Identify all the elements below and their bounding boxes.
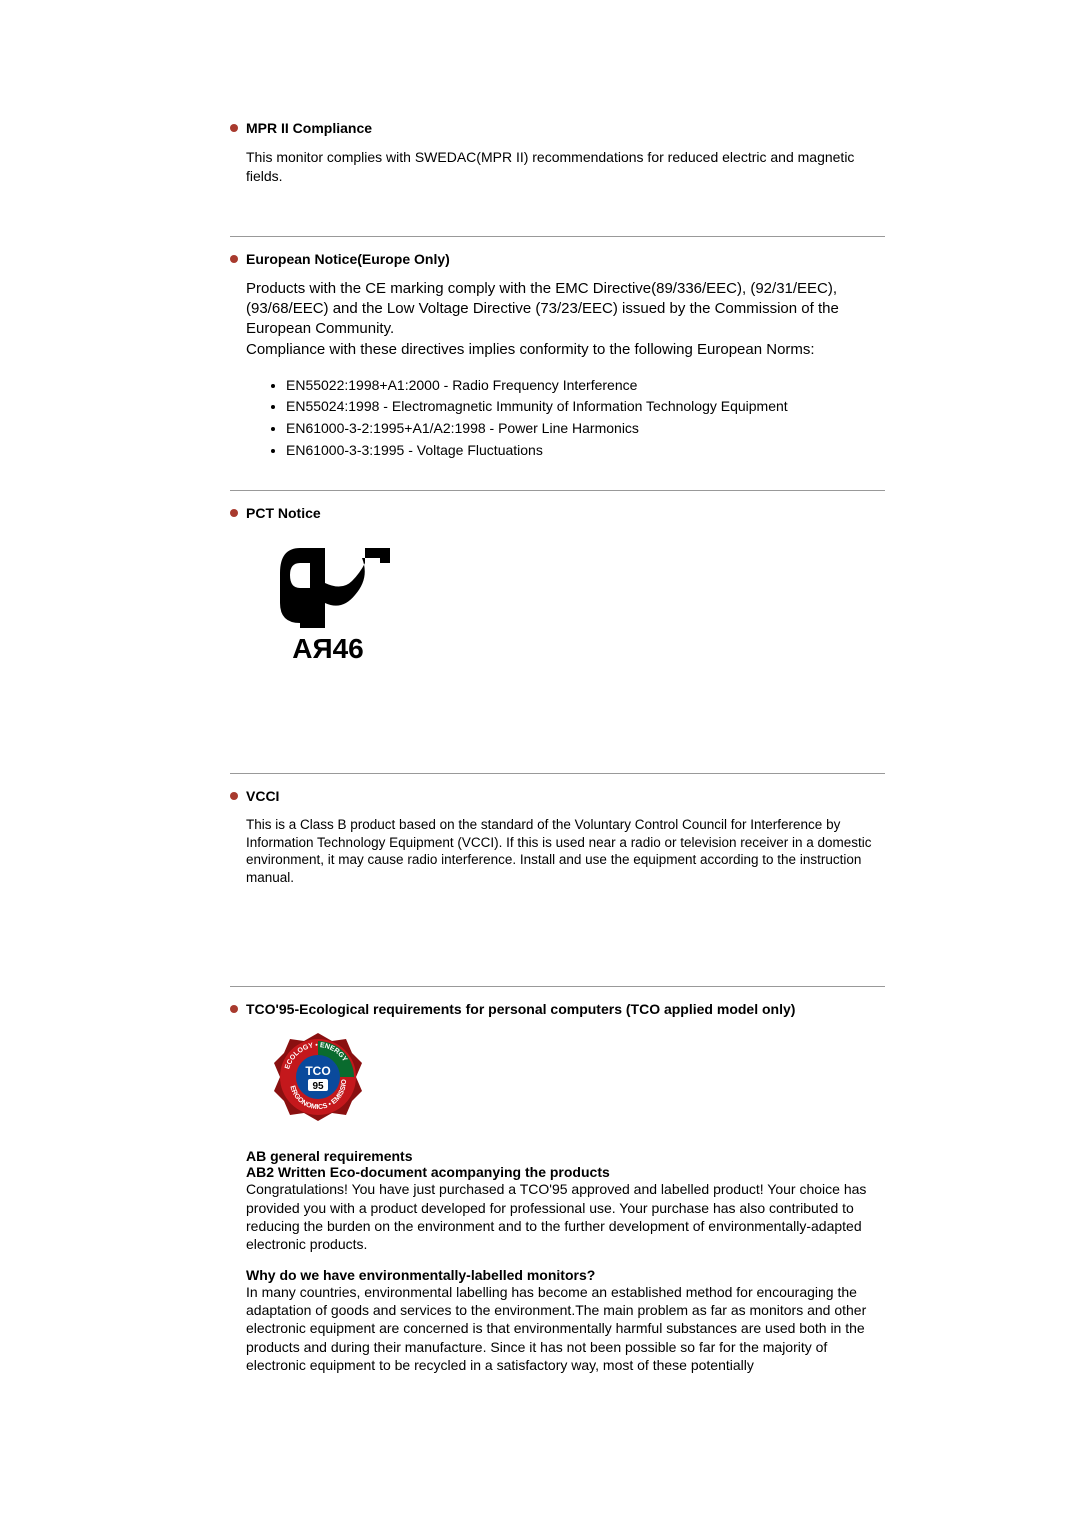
svg-text:95: 95 (312, 1081, 324, 1092)
vcci-section: VCCI This is a Class B product based on … (230, 788, 885, 886)
divider (230, 236, 885, 237)
divider (230, 773, 885, 774)
tco-ab-body: Congratulations! You have just purchased… (246, 1180, 885, 1253)
european-header: European Notice(Europe Only) (230, 251, 885, 267)
european-title: European Notice(Europe Only) (246, 251, 450, 267)
bullet-icon (230, 255, 238, 263)
mpr-section: MPR II Compliance This monitor complies … (230, 120, 885, 186)
tco-logo: TCO 95 ECOLOGY • ENERGY ERGONOMICS • EMI… (272, 1031, 885, 1128)
mpr-title: MPR II Compliance (246, 120, 372, 136)
pct-title: PCT Notice (246, 505, 321, 521)
tco-ab2-title: AB2 Written Eco-document acompanying the… (246, 1164, 885, 1180)
norm-item: EN61000-3-3:1995 - Voltage Fluctuations (286, 441, 885, 461)
tco-why-body: In many countries, environmental labelli… (246, 1283, 885, 1374)
vcci-header: VCCI (230, 788, 885, 804)
pct-header: PCT Notice (230, 505, 885, 521)
european-section: European Notice(Europe Only) Products wi… (230, 251, 885, 460)
bullet-icon (230, 509, 238, 517)
mpr-header: MPR II Compliance (230, 120, 885, 136)
norm-item: EN61000-3-2:1995+A1/A2:1998 - Power Line… (286, 419, 885, 439)
tco-header: TCO'95-Ecological requirements for perso… (230, 1001, 885, 1017)
tco-ab-block: AB general requirements AB2 Written Eco-… (246, 1148, 885, 1374)
bullet-icon (230, 1005, 238, 1013)
bullet-icon (230, 124, 238, 132)
tco-title: TCO'95-Ecological requirements for perso… (246, 1001, 795, 1017)
svg-text:TCO: TCO (305, 1064, 330, 1078)
european-body1: Products with the CE marking comply with… (246, 279, 885, 340)
mpr-body: This monitor complies with SWEDAC(MPR II… (246, 148, 885, 186)
vcci-title: VCCI (246, 788, 279, 804)
european-body2: Compliance with these directives implies… (246, 340, 885, 360)
norm-item: EN55024:1998 - Electromagnetic Immunity … (286, 397, 885, 417)
tco-why-title: Why do we have environmentally-labelled … (246, 1267, 885, 1283)
norm-item: EN55022:1998+A1:2000 - Radio Frequency I… (286, 376, 885, 396)
bullet-icon (230, 792, 238, 800)
tco-section: TCO'95-Ecological requirements for perso… (230, 1001, 885, 1374)
divider (230, 490, 885, 491)
pct-logo-text: АЯ46 (292, 633, 364, 663)
tco-ab-title: AB general requirements (246, 1148, 885, 1164)
pct-section: PCT Notice АЯ46 (230, 505, 885, 663)
vcci-body: This is a Class B product based on the s… (246, 816, 885, 886)
european-norms-list: EN55022:1998+A1:2000 - Radio Frequency I… (286, 376, 885, 460)
divider (230, 986, 885, 987)
pct-logo: АЯ46 (270, 533, 885, 663)
